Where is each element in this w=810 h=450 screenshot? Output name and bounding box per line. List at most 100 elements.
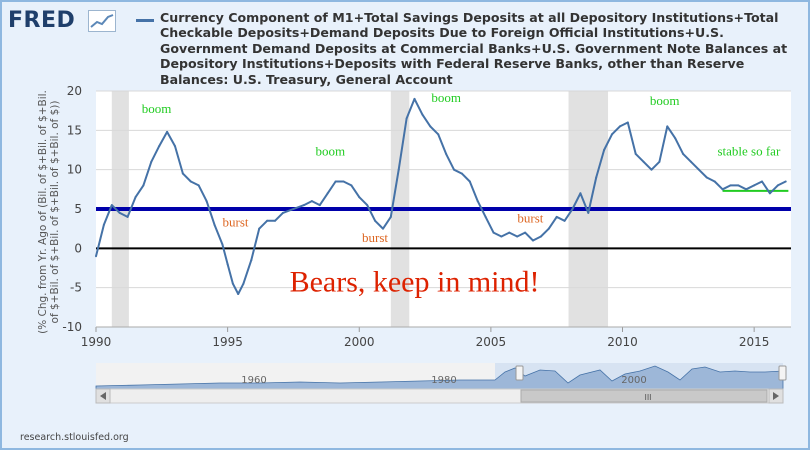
data-point	[713, 180, 716, 183]
navigator-series	[95, 365, 784, 390]
data-point	[445, 152, 448, 155]
data-point	[737, 184, 740, 187]
data-point	[226, 263, 229, 266]
navigator-tick-label: 2000	[621, 375, 646, 386]
data-point	[231, 282, 234, 285]
data-point	[674, 137, 677, 140]
x-tick-label: 1995	[212, 335, 243, 349]
annotation-label: burst	[517, 210, 543, 225]
data-point	[118, 211, 121, 214]
annotation-label: burst	[223, 214, 249, 229]
data-point	[318, 204, 321, 207]
data-point	[666, 125, 669, 128]
y-tick-label: -10	[62, 320, 82, 334]
data-point	[753, 184, 756, 187]
data-point	[618, 125, 621, 128]
data-point	[610, 133, 613, 136]
data-point	[776, 184, 779, 187]
data-point	[484, 215, 487, 218]
annotation-label: boom	[431, 90, 461, 105]
data-point	[453, 168, 456, 171]
data-point	[250, 259, 253, 262]
data-point	[381, 227, 384, 230]
data-point	[258, 227, 261, 230]
data-point	[350, 184, 353, 187]
data-point	[729, 184, 732, 187]
data-point	[189, 180, 192, 183]
data-point	[460, 172, 463, 175]
data-point	[571, 208, 574, 210]
data-point	[326, 192, 329, 195]
x-tick-label: 2005	[476, 335, 507, 349]
navigator-left-handle[interactable]	[515, 365, 524, 381]
data-point	[366, 204, 369, 207]
data-point	[413, 97, 416, 100]
data-point	[603, 149, 606, 151]
annotation-label: boom	[315, 144, 345, 159]
data-point	[126, 215, 129, 218]
data-point	[150, 160, 153, 163]
data-point	[745, 188, 748, 191]
x-tick-label: 2010	[607, 335, 638, 349]
data-point	[102, 223, 105, 226]
data-point	[626, 121, 629, 124]
scrollbar-grip: III	[644, 393, 651, 402]
navigator-right-handle[interactable]	[778, 365, 787, 381]
data-point	[213, 223, 216, 226]
data-point	[650, 168, 653, 171]
data-point	[587, 211, 590, 214]
data-point	[342, 180, 345, 183]
scrollbar[interactable]: III	[95, 388, 784, 404]
data-point	[555, 215, 558, 218]
data-point	[421, 113, 424, 116]
legend-series-swatch[interactable]	[136, 19, 154, 22]
data-point	[492, 231, 495, 234]
data-point	[539, 235, 542, 238]
data-point	[768, 192, 771, 195]
annotation-label: stable so far	[717, 144, 780, 159]
data-point	[358, 196, 361, 199]
data-point	[310, 200, 313, 203]
y-tick-label: -5	[70, 281, 82, 295]
data-point	[634, 152, 637, 155]
data-point	[697, 168, 700, 171]
data-point	[579, 192, 582, 195]
scrollbar-thumb[interactable]	[520, 389, 768, 403]
data-point	[468, 180, 471, 183]
y-tick-label: 15	[67, 123, 82, 137]
data-point	[142, 184, 145, 187]
data-point	[705, 176, 708, 179]
data-point	[721, 188, 724, 191]
data-point	[158, 145, 161, 148]
data-point	[595, 176, 598, 179]
data-point	[237, 292, 240, 295]
data-point	[197, 184, 200, 187]
data-point	[532, 239, 535, 242]
data-point	[508, 231, 511, 234]
data-point	[292, 208, 295, 210]
fred-logo[interactable]: FRED	[8, 8, 76, 33]
data-point	[761, 180, 764, 183]
data-point	[516, 235, 519, 238]
legend-series-label[interactable]: Currency Component of M1+Total Savings D…	[160, 10, 788, 87]
data-point	[784, 180, 787, 183]
navigator[interactable]: 1960 1980 2000	[95, 363, 787, 390]
annotation-label: boom	[142, 101, 172, 116]
data-point	[682, 152, 685, 155]
series-group	[95, 97, 787, 295]
annotation-label: boom	[650, 93, 680, 108]
data-point	[266, 219, 269, 222]
callout-text: Bears, keep in mind!	[290, 266, 540, 299]
data-point	[173, 145, 176, 148]
data-point	[110, 204, 113, 207]
source-footer[interactable]: research.stlouisfed.org	[20, 432, 129, 443]
y-tick-label: 5	[74, 202, 82, 216]
data-point	[374, 219, 377, 222]
data-point	[500, 235, 503, 238]
line-chart-icon	[88, 10, 116, 32]
data-point	[524, 231, 527, 234]
data-point	[242, 282, 245, 285]
data-point	[181, 172, 184, 175]
